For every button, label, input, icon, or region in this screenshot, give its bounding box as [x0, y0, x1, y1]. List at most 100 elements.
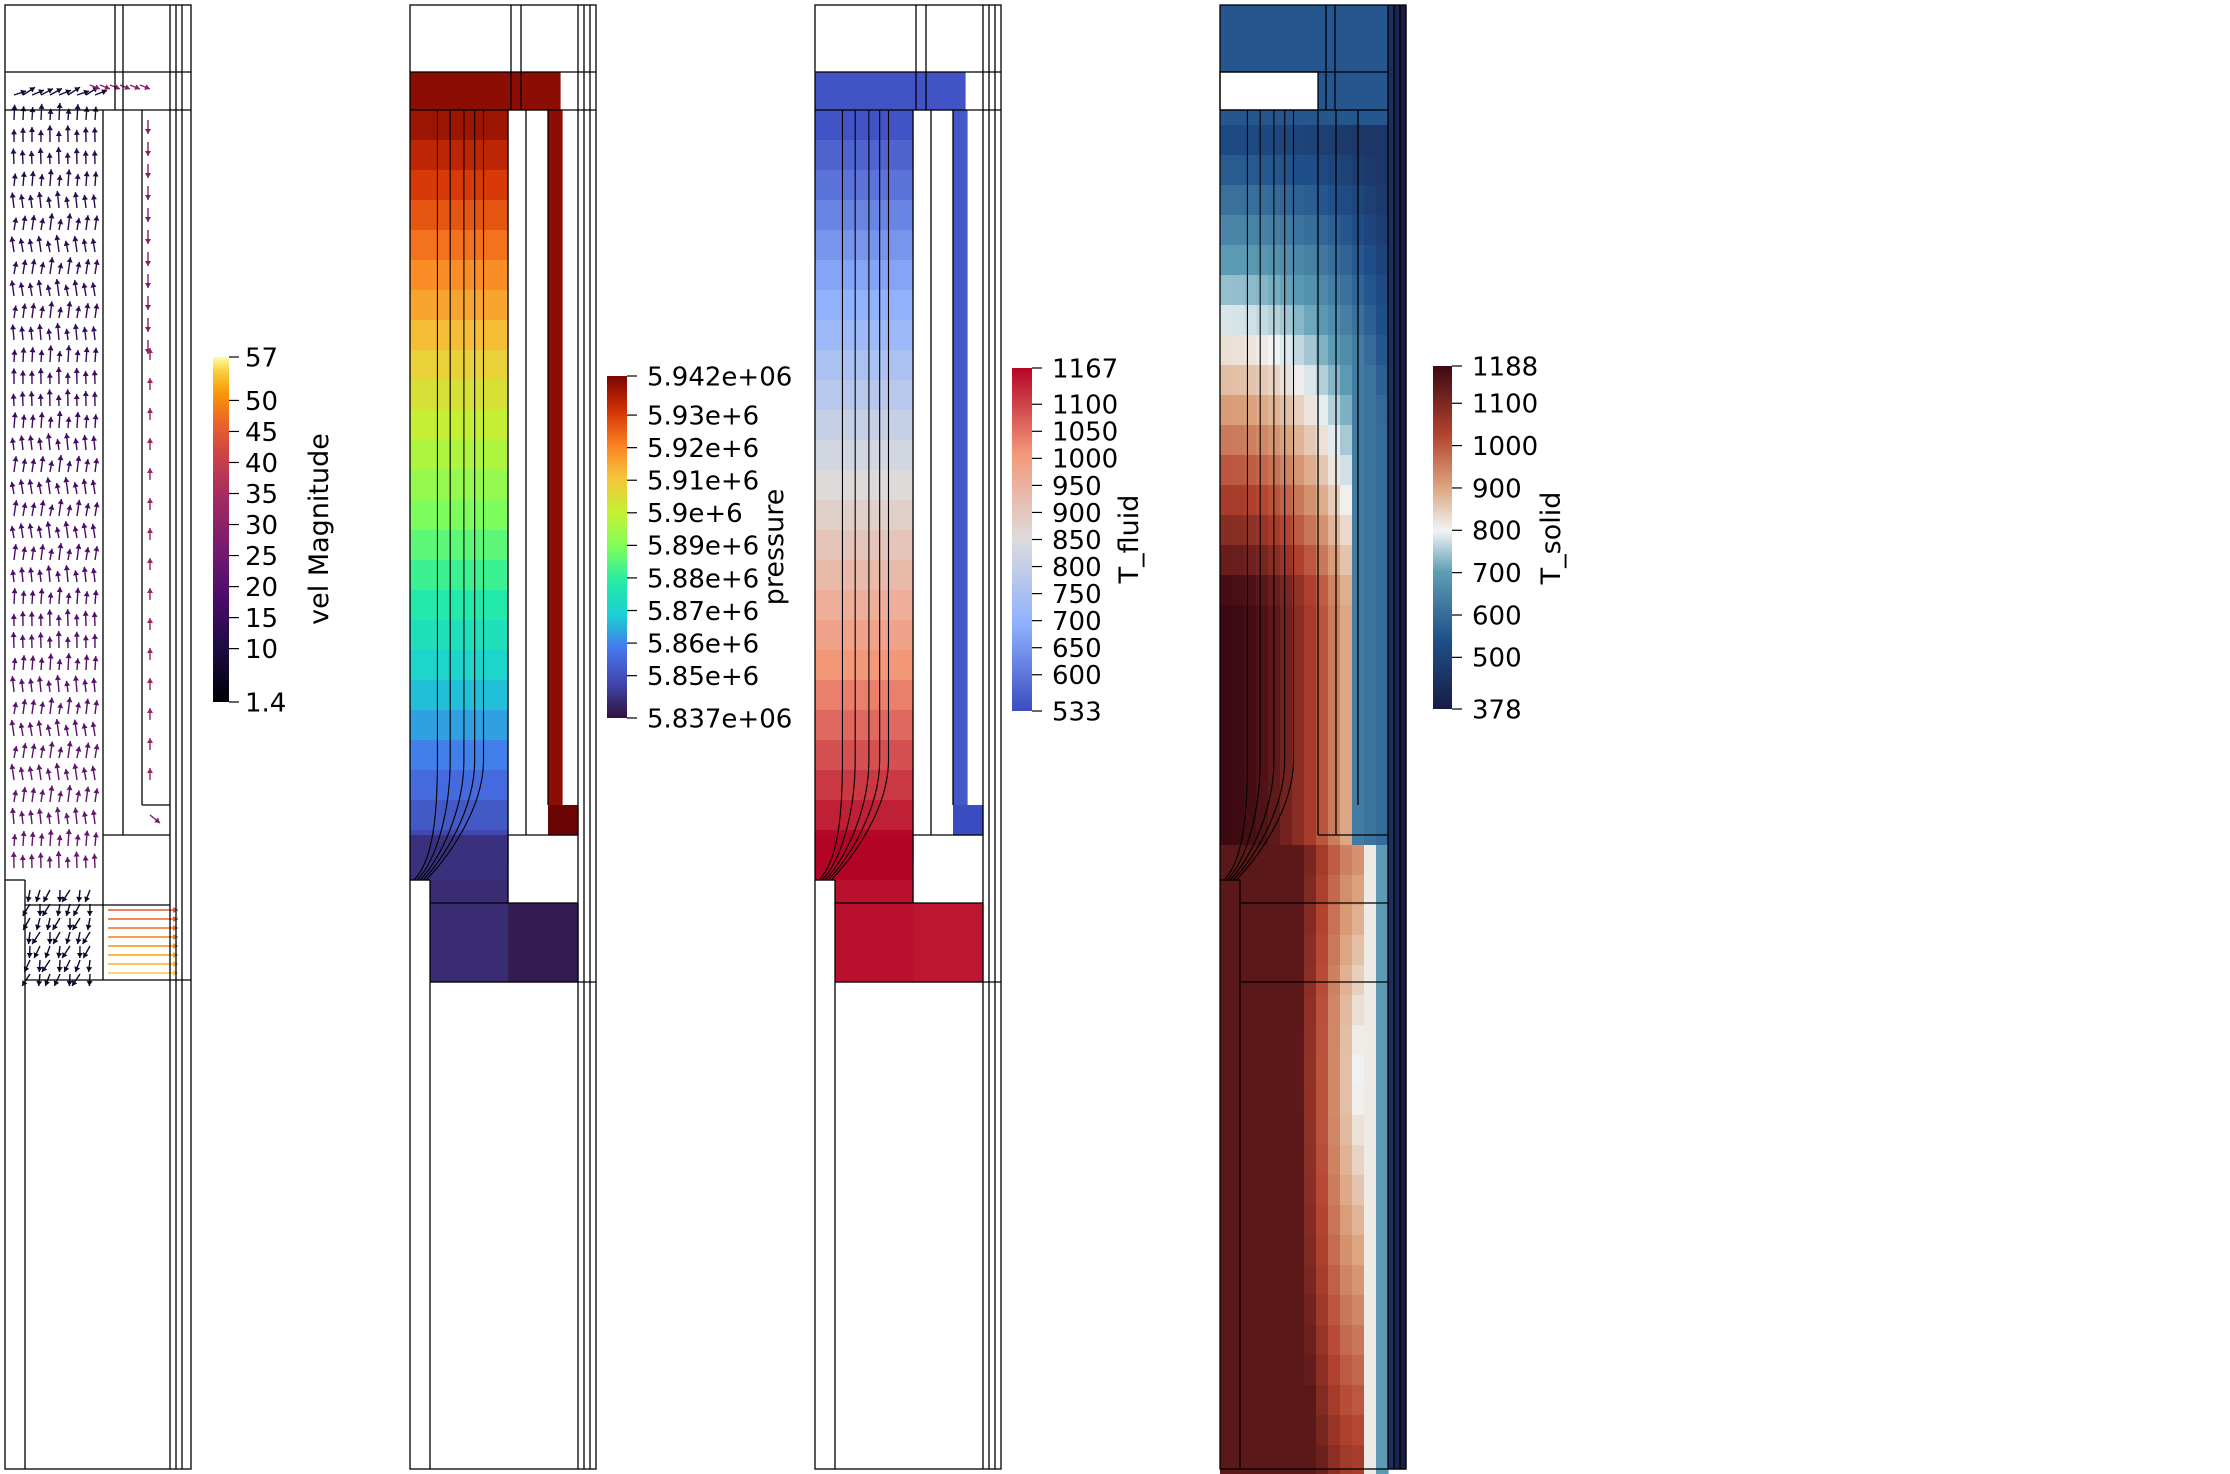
- field-cell: [1280, 1355, 1293, 1386]
- field-cell: [1256, 245, 1269, 276]
- field-cell: [1268, 1295, 1281, 1326]
- field-cell: [1316, 575, 1329, 606]
- field-cell: [1340, 815, 1353, 846]
- velocity-arrowhead: [48, 697, 55, 703]
- velocity-arrowhead: [19, 567, 26, 573]
- field-cell: [1268, 755, 1281, 786]
- field-cell: [1232, 695, 1245, 726]
- velocity-arrowhead: [74, 834, 81, 840]
- field-cell: [1292, 635, 1305, 666]
- velocity-arrowhead: [9, 763, 16, 770]
- field-cell: [1244, 875, 1257, 906]
- velocity-arrowhead: [37, 324, 43, 330]
- field-cell: [1364, 575, 1377, 606]
- field-cell: [1328, 725, 1341, 756]
- field-cell: [1352, 1055, 1365, 1086]
- field-cell: [1376, 725, 1389, 756]
- field-cell: [1304, 575, 1317, 606]
- velocity-arrowhead: [39, 305, 46, 312]
- field-cell: [1232, 5, 1245, 36]
- colorbar-tick-label: 50: [245, 387, 278, 417]
- field-cell: [1352, 65, 1365, 96]
- velocity-arrowhead: [90, 479, 97, 486]
- velocity-arrowhead: [12, 217, 19, 223]
- field-cell: [1364, 515, 1377, 546]
- field-cell: [1244, 1415, 1257, 1446]
- streamline: [824, 110, 870, 881]
- field-cell: [1316, 455, 1329, 486]
- velocity-arrowhead: [20, 347, 27, 353]
- field-cell: [1340, 1445, 1353, 1474]
- velocity-arrowhead: [145, 239, 151, 244]
- field-cell: [1220, 635, 1233, 666]
- velocity-arrowhead: [46, 125, 53, 131]
- velocity-arrowhead: [75, 746, 82, 752]
- velocity-arrowhead: [11, 834, 18, 840]
- velocity-arrowhead: [86, 980, 93, 986]
- velocity-arrowhead: [145, 195, 151, 200]
- field-cell: [1352, 1145, 1365, 1176]
- field-cell: [815, 410, 914, 441]
- field-cell: [815, 290, 914, 321]
- field-cell: [1304, 785, 1317, 816]
- velocity-arrowhead: [145, 327, 151, 332]
- field-cell: [1232, 395, 1245, 426]
- velocity-arrowhead: [20, 89, 26, 96]
- field-cell: [815, 740, 914, 771]
- velocity-arrowhead: [73, 614, 80, 620]
- field-cell: [1376, 215, 1389, 246]
- field-cell: [1280, 275, 1293, 306]
- field-cell: [1364, 1145, 1377, 1176]
- velocity-arrowhead: [64, 196, 71, 203]
- velocity-arrowhead: [11, 412, 18, 418]
- field-cell: [1280, 1115, 1293, 1146]
- colorbar-tick-label: 1100: [1472, 390, 1538, 420]
- velocity-arrowhead: [144, 84, 150, 90]
- field-cell: [1292, 935, 1305, 966]
- field-cell: [815, 110, 914, 141]
- field-cell: [1352, 935, 1365, 966]
- field-cell: [1256, 425, 1269, 456]
- velocity-arrowhead: [145, 217, 151, 222]
- velocity-arrowhead: [21, 303, 28, 309]
- field-cell: [1340, 1175, 1353, 1206]
- velocity-arrowhead: [65, 89, 71, 95]
- field-cell: [1292, 1385, 1305, 1416]
- velocity-arrowhead: [12, 305, 19, 311]
- field-cell: [1340, 545, 1353, 576]
- velocity-arrowhead: [38, 833, 45, 839]
- streamline: [830, 110, 890, 881]
- velocity-arrowhead: [55, 570, 62, 577]
- field-cell: [1328, 545, 1341, 576]
- field-cell: [1376, 185, 1389, 216]
- t-fluid-panel: [814, 4, 1002, 1470]
- velocity-arrowhead: [56, 350, 63, 357]
- pressure-colorbar-ticks: 5.942e+06 5.93e+65.92e+65.91e+65.9e+65.89…: [627, 362, 792, 734]
- field-cell: [1292, 1205, 1305, 1236]
- field-cell: [1292, 155, 1305, 186]
- field-cell: [1244, 155, 1257, 186]
- field-cell: [1244, 725, 1257, 756]
- field-cell: [1292, 1445, 1305, 1474]
- velocity-arrowhead: [90, 523, 97, 530]
- velocity-arrowhead: [73, 129, 80, 135]
- velocity-vector-field: [9, 84, 178, 987]
- field-cell: [1280, 815, 1293, 846]
- velocity-arrowhead: [18, 523, 25, 529]
- field-cell: [1316, 1415, 1329, 1446]
- velocity-arrowhead: [74, 173, 81, 180]
- velocity-arrowhead: [9, 236, 16, 242]
- field-cell: [1256, 1415, 1269, 1446]
- field-cell: [1376, 845, 1389, 876]
- field-cell: [1220, 755, 1233, 786]
- streamline: [827, 110, 881, 881]
- pressure-contour-field: [410, 72, 579, 983]
- velocity-arrowhead: [34, 896, 41, 902]
- velocity-arrowhead: [26, 952, 33, 958]
- pressure-colorbar-title: pressure: [759, 489, 790, 606]
- field-cell: [1220, 905, 1233, 936]
- velocity-arrowhead: [19, 634, 26, 640]
- velocity-arrowhead: [82, 127, 89, 133]
- field-cell: [1328, 755, 1341, 786]
